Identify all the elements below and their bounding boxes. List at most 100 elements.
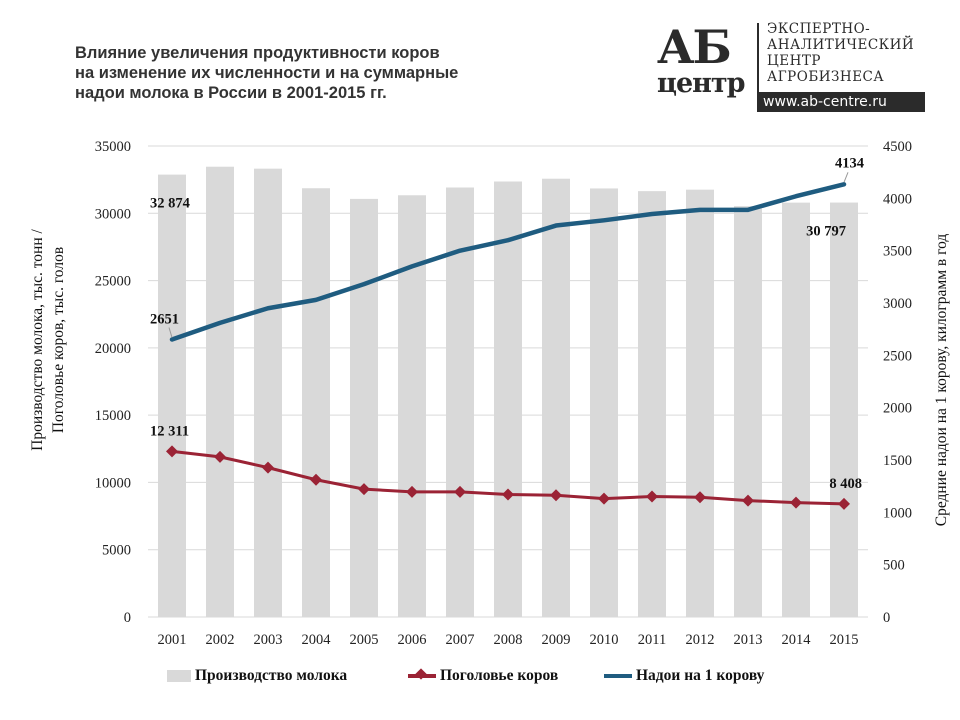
point-cow-headcount <box>838 497 850 510</box>
legend-swatch-line-diamond <box>408 668 436 680</box>
right-tick-label: 500 <box>883 558 905 574</box>
right-tick-label: 1000 <box>883 505 912 521</box>
bar <box>398 195 426 617</box>
x-tick-label: 2001 <box>158 632 187 648</box>
right-tick-label: 4500 <box>883 139 912 155</box>
x-tick-label: 2013 <box>734 632 763 648</box>
bar <box>782 202 810 617</box>
bars-milk-production <box>158 166 858 618</box>
right-tick-label: 0 <box>883 610 890 626</box>
x-tick-label: 2015 <box>830 632 859 648</box>
x-tick-label: 2011 <box>638 632 666 648</box>
logo-text: ЭКСПЕРТНО- АНАЛИТИЧЕСКИЙ ЦЕНТР АГРОБИЗНЕ… <box>767 21 914 85</box>
bar <box>590 188 618 618</box>
x-tick-label: 2009 <box>542 632 571 648</box>
x-tick-label: 2008 <box>494 632 523 648</box>
legend-label: Производство молока <box>195 667 348 684</box>
point-cow-headcount <box>790 496 802 509</box>
x-tick-label: 2004 <box>302 632 332 648</box>
x-tick-label: 2010 <box>590 632 619 648</box>
title-line-1: Влияние увеличения продуктивности коров <box>75 44 440 62</box>
left-tick-label: 20000 <box>95 341 131 357</box>
legend-item-cow-headcount: Поголовье коров <box>408 667 558 685</box>
point-cow-headcount <box>646 490 658 503</box>
left-tick-label: 15000 <box>95 408 131 424</box>
leader-line <box>843 172 849 183</box>
point-cow-headcount <box>502 488 514 501</box>
left-tick-label: 25000 <box>95 274 131 290</box>
ab-centre-logo: АБ центр ЭКСПЕРТНО- АНАЛИТИЧЕСКИЙ ЦЕНТР … <box>655 20 935 115</box>
x-tick-label: 2012 <box>686 632 715 648</box>
title-line-3: надои молока в России в 2001-2015 гг. <box>75 84 387 102</box>
left-tick-label: 0 <box>124 610 131 626</box>
x-tick-label: 2007 <box>446 632 475 648</box>
data-label-yield-per-cow: 2651 <box>150 312 179 328</box>
right-tick-label: 1500 <box>883 453 912 469</box>
data-label-milk-production: 30 797 <box>806 224 846 240</box>
point-cow-headcount <box>310 473 322 486</box>
bar <box>638 191 666 617</box>
data-label-yield-per-cow: 4134 <box>835 155 864 171</box>
right-tick-label: 2500 <box>883 348 912 364</box>
x-tick-label: 2002 <box>206 632 235 648</box>
legend-swatch-line <box>604 674 632 678</box>
line-series <box>166 182 850 510</box>
right-tick-label: 3000 <box>883 296 912 312</box>
left-tick-label: 5000 <box>102 543 131 559</box>
point-cow-headcount <box>742 494 754 507</box>
logo-text-line-1: ЭКСПЕРТНО- <box>767 21 871 37</box>
logo-url: www.ab-centre.ru <box>757 92 925 112</box>
point-cow-headcount <box>406 485 418 498</box>
point-cow-headcount <box>550 489 562 502</box>
logo-text-line-4: АГРОБИЗНЕСА <box>767 69 885 85</box>
point-cow-headcount <box>454 485 466 498</box>
chart-title: Влияние увеличения продуктивности коров … <box>75 43 535 103</box>
x-tick-label: 2005 <box>350 632 379 648</box>
left-axis-title-line-1: Производство молока, тыс. тонн / <box>29 228 46 450</box>
logo-text-line-2: АНАЛИТИЧЕСКИЙ <box>767 37 915 53</box>
data-label-cow-headcount: 8 408 <box>829 476 862 492</box>
bar <box>302 188 330 617</box>
title-line-2: на изменение их численности и на суммарн… <box>75 64 459 82</box>
right-tick-label: 2000 <box>883 401 912 417</box>
x-axis-ticks: 2001 2002 2003 2004 2005 2006 2007 2008 2009 2010… <box>158 632 859 648</box>
point-cow-headcount <box>214 450 226 463</box>
bar <box>254 168 282 617</box>
point-cow-headcount <box>694 491 706 504</box>
legend-item-yield-per-cow: Надои на 1 корову <box>604 667 764 685</box>
data-label-cow-headcount: 12 311 <box>150 423 189 439</box>
right-axis-title: Средние надои на 1 корову, килограмм в г… <box>933 234 950 527</box>
bar <box>734 206 762 618</box>
legend-swatch-bar <box>167 670 191 682</box>
data-label-milk-production: 32 874 <box>150 196 190 212</box>
legend-item-milk-production: Производство молока <box>167 667 347 685</box>
logo-divider <box>757 23 759 101</box>
leader-line <box>168 327 173 338</box>
legend: Производство молока Поголовье коров Надо… <box>0 667 960 689</box>
bar <box>206 166 234 617</box>
x-tick-label: 2003 <box>254 632 283 648</box>
point-cow-headcount <box>166 445 178 458</box>
bar <box>686 189 714 617</box>
left-axis-title-line-2: Поголовье коров, тыс. голов <box>50 247 67 433</box>
left-axis-ticks: 0 5000 10000 15000 20000 25000 30000 35000 <box>95 139 131 626</box>
point-cow-headcount <box>262 461 274 474</box>
bar <box>446 187 474 617</box>
x-tick-label: 2014 <box>782 632 812 648</box>
point-cow-headcount <box>598 492 610 505</box>
left-tick-label: 10000 <box>95 475 131 491</box>
logo-mark: АБ <box>657 20 732 74</box>
bar <box>350 198 378 617</box>
logo-text-line-3: ЦЕНТР <box>767 53 821 69</box>
logo-mark-sub: центр <box>657 68 745 99</box>
bar <box>158 174 186 618</box>
right-axis-ticks: 0 500 1000 1500 2000 2500 3000 3500 4000 4500 <box>883 139 912 626</box>
right-tick-label: 4000 <box>883 191 912 207</box>
bar <box>494 181 522 617</box>
left-tick-label: 30000 <box>95 206 131 222</box>
bar <box>830 202 858 618</box>
legend-label: Поголовье коров <box>440 667 559 684</box>
legend-label: Надои на 1 корову <box>636 667 765 684</box>
data-labels: 32 874 30 797 12 311 8 408 2651 4134 <box>150 155 864 492</box>
